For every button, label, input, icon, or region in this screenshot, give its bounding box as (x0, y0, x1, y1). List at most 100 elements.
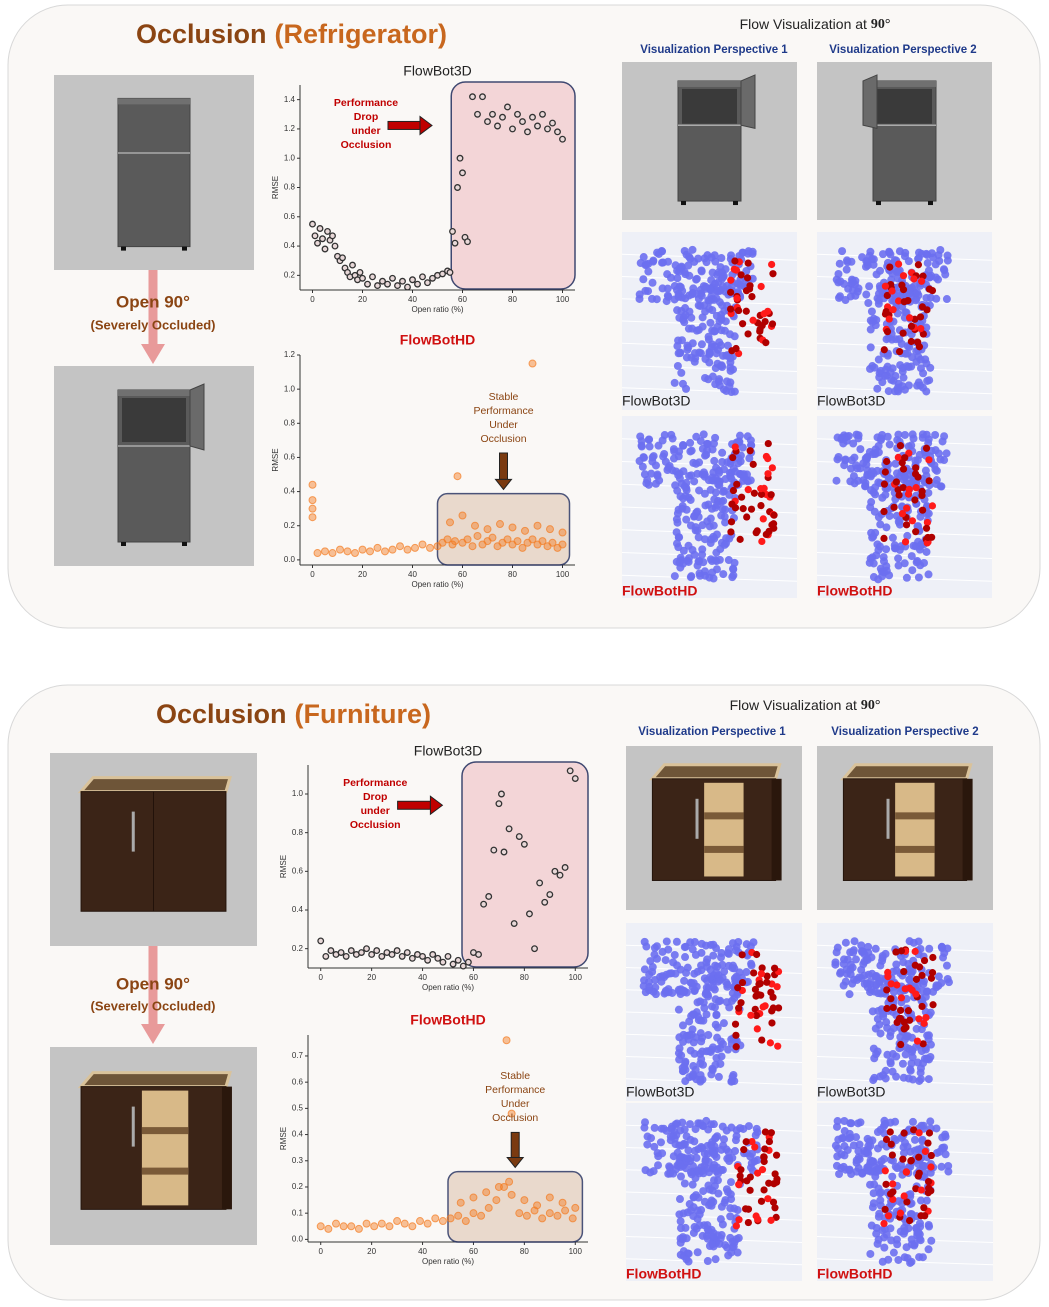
point (549, 119, 556, 127)
cloud-point (727, 388, 736, 397)
annotation: Occlusion (480, 433, 526, 445)
cloud-point (894, 1255, 903, 1264)
y-tick-label: 1.0 (284, 153, 296, 162)
cloud-point (709, 983, 718, 992)
point (319, 235, 326, 243)
cloud-point (874, 1184, 883, 1193)
flow-vector (894, 453, 902, 461)
fridge-foot (121, 542, 126, 546)
cloud-point (688, 290, 697, 299)
annotation: Stable (500, 1070, 530, 1082)
cloud-point (849, 439, 858, 448)
point (351, 549, 359, 558)
point (359, 274, 366, 282)
cloud-point (880, 1225, 889, 1234)
cloud-point (924, 488, 933, 497)
cloud-point (697, 948, 706, 957)
cloud-point (675, 533, 684, 542)
flow-vector (767, 988, 775, 996)
cloud-point (639, 253, 648, 262)
point (389, 274, 396, 282)
cloud-point (880, 1154, 889, 1163)
flow-vector (896, 1006, 905, 1014)
point (393, 947, 401, 955)
highlight-box (461, 761, 589, 968)
point (308, 504, 317, 513)
cloud-point (715, 468, 724, 477)
point (381, 547, 389, 556)
cloud-point (685, 1200, 694, 1209)
point (322, 952, 330, 960)
flow-vector (765, 1137, 774, 1146)
cloud-point (684, 1146, 693, 1155)
cloud-point (708, 1240, 717, 1249)
flow-vector (925, 1129, 934, 1137)
cloud-point (692, 1191, 701, 1200)
cloud-point (731, 1147, 740, 1156)
flow-vector (770, 964, 779, 972)
flow-vector (888, 1151, 896, 1159)
cloud-point (866, 247, 875, 256)
flow-vector (882, 457, 891, 466)
cloud-point (880, 1129, 889, 1138)
x-tick-label: 0 (319, 973, 324, 982)
cloud-point (842, 256, 851, 265)
cloud-point (854, 1147, 863, 1156)
cloud-point (905, 975, 914, 984)
cloud-point (641, 261, 650, 270)
open-label: Open 90° (116, 292, 190, 311)
cloud-point (662, 1126, 671, 1135)
point (541, 898, 549, 906)
cloud-point (835, 1170, 844, 1179)
cloud-point (695, 486, 704, 495)
cloud-point (727, 996, 736, 1005)
cloud-point (845, 1165, 854, 1174)
point (416, 1217, 424, 1226)
cloud-point (645, 970, 654, 979)
cloud-point (832, 948, 841, 957)
point (446, 268, 454, 276)
cloud-point (907, 1240, 916, 1249)
cloud-point (670, 295, 679, 304)
cloud-point (877, 1140, 886, 1149)
fridge-top (118, 98, 190, 105)
x-tick-label: 100 (569, 973, 583, 982)
cloud-point (862, 979, 871, 988)
cloud-point (648, 963, 657, 972)
cloud-point (729, 571, 738, 580)
point (456, 154, 464, 162)
x-tick-label: 40 (418, 1247, 427, 1256)
vis-label: FlowBot3D (817, 393, 885, 409)
cloud-point (697, 961, 706, 970)
cloud-point (866, 343, 875, 352)
cloud-point (678, 1063, 687, 1072)
y-tick-label: 0.8 (284, 183, 296, 192)
point (321, 547, 329, 556)
flow-vector (907, 322, 916, 330)
fridge-door (189, 383, 205, 451)
cloud-point (670, 282, 679, 291)
cloud-point (932, 466, 941, 475)
cloud-point (753, 1156, 762, 1165)
flow-vector (884, 1212, 893, 1220)
cloud-point (873, 384, 882, 393)
cloud-point (706, 940, 715, 949)
cloud-point (850, 937, 859, 946)
cloud-point (849, 948, 858, 957)
point (507, 1109, 516, 1118)
cloud-point (916, 1075, 925, 1084)
x-axis-label: Open ratio (%) (411, 305, 463, 314)
x-tick-label: 100 (556, 570, 570, 579)
perspective-label: Visualization Perspective 2 (831, 726, 978, 738)
cloud-point (653, 248, 662, 257)
flow-vector (770, 511, 778, 519)
flow-vector (923, 539, 931, 547)
cloud-point (914, 937, 923, 946)
cloud-point (857, 965, 866, 974)
point (378, 952, 386, 960)
point (473, 531, 482, 540)
point (521, 526, 529, 535)
point (503, 535, 512, 544)
annotation: Occlusion (492, 1112, 538, 1124)
flow-vector (762, 339, 770, 347)
